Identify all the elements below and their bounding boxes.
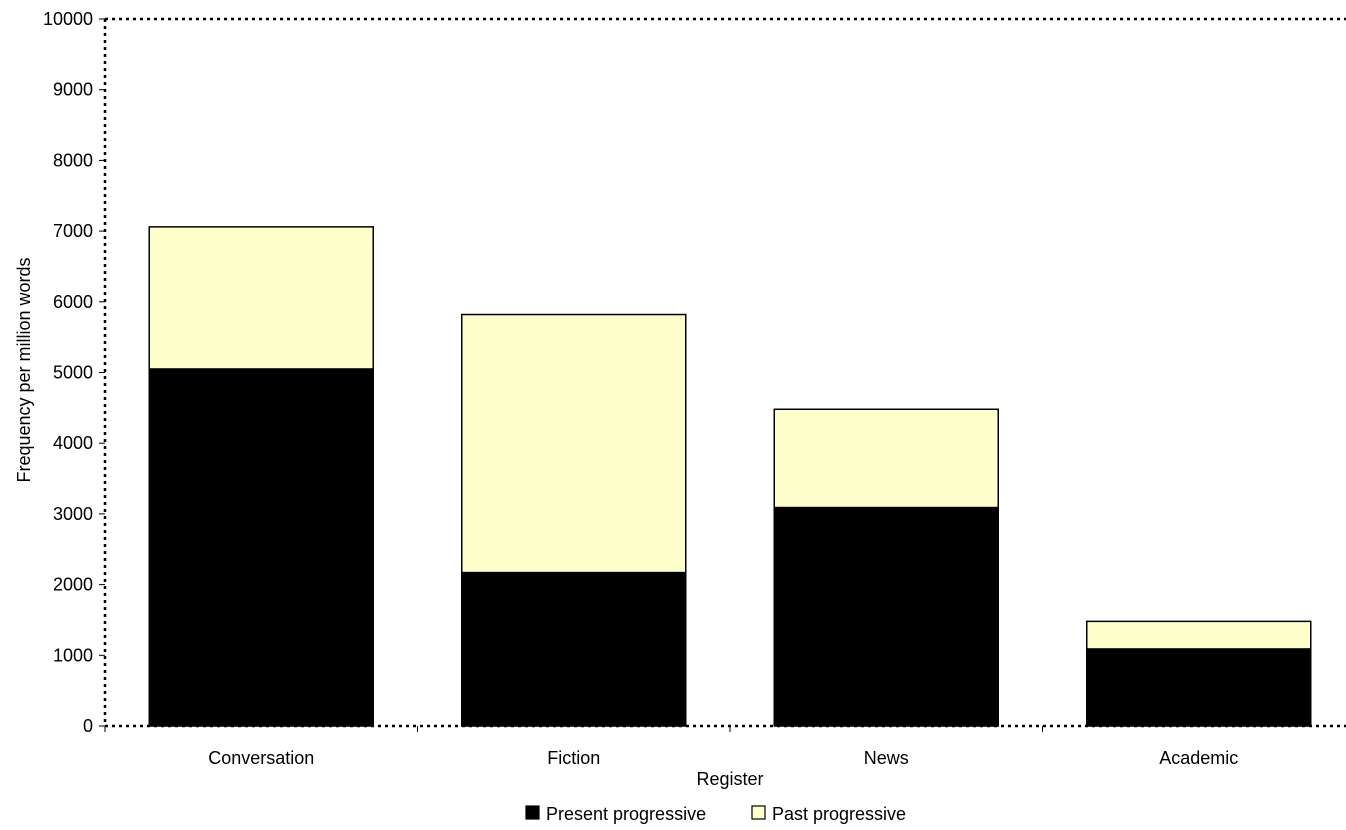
x-tick-label: Fiction (547, 748, 600, 768)
legend-label: Present progressive (546, 804, 706, 824)
y-axis: 0 1000 2000 3000 4000 5000 6000 7000 8000 9000 100… (43, 9, 105, 736)
legend-swatch (525, 805, 540, 820)
y-tick-label: 6000 (53, 292, 93, 312)
bar-present-conversation (148, 368, 374, 727)
bar-present-academic (1086, 648, 1312, 727)
y-tick-label: 2000 (53, 575, 93, 595)
bars-group (148, 226, 1312, 727)
y-tick-label: 5000 (53, 363, 93, 383)
x-tick-label: News (864, 748, 909, 768)
y-tick-label: 8000 (53, 150, 93, 170)
legend-swatch (751, 805, 766, 820)
bar-past-fiction (461, 313, 687, 574)
y-axis-title: Frequency per million words (14, 257, 34, 482)
legend: Present progressive Past progressive (525, 804, 906, 824)
x-tick-label: Conversation (208, 748, 314, 768)
plot-frame (103, 17, 1346, 728)
legend-label: Past progressive (772, 804, 906, 824)
y-tick-label: 4000 (53, 433, 93, 453)
x-axis-title: Register (696, 769, 763, 789)
y-tick-label: 10000 (43, 9, 93, 29)
y-tick-label: 3000 (53, 504, 93, 524)
x-axis: Conversation Fiction News Academic (104, 726, 1238, 768)
y-tick-label: 0 (83, 716, 93, 736)
y-tick-label: 1000 (53, 645, 93, 665)
bar-present-news (773, 506, 999, 727)
bar-past-academic (1086, 620, 1312, 650)
x-tick-label: Academic (1159, 748, 1238, 768)
bar-past-news (773, 408, 999, 509)
y-tick-label: 9000 (53, 80, 93, 100)
y-tick-label: 7000 (53, 221, 93, 241)
bar-present-fiction (461, 571, 687, 727)
bar-past-conversation (148, 226, 374, 370)
